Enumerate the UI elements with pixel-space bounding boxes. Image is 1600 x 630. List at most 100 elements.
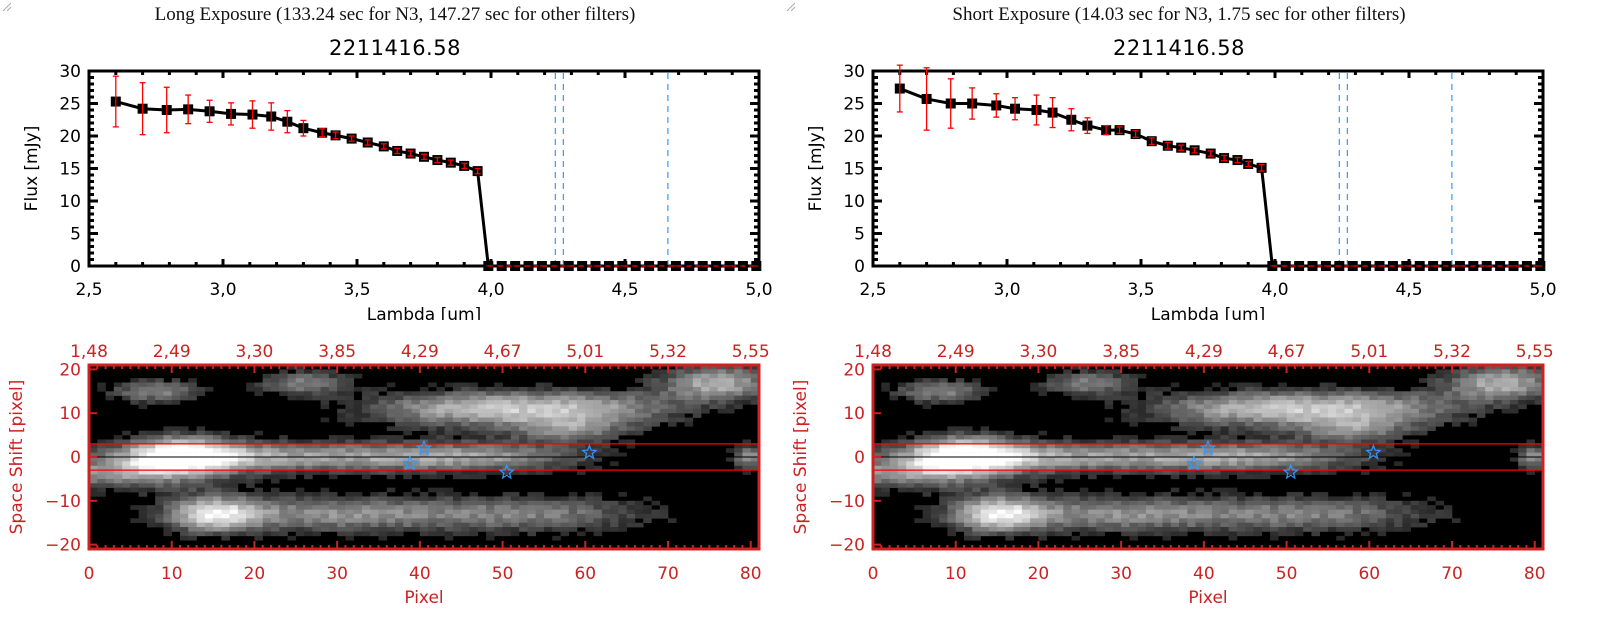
image-pixel [618,492,627,497]
image-pixel [155,470,164,475]
image-pixel [502,496,512,502]
image-pixel [510,426,520,432]
image-pixel [411,457,421,462]
image-pixel [270,457,280,462]
image-pixel [1212,474,1221,480]
image-pixel [386,439,396,445]
image-pixel [221,531,230,537]
image-pixel [196,531,206,537]
image-pixel [1096,395,1105,401]
image-pixel [295,443,305,449]
image-pixel [295,391,305,396]
image-pixel [1212,496,1221,502]
image-pixel [502,386,512,392]
image-pixel [881,448,890,453]
image-pixel [494,522,503,528]
image-pixel [963,522,973,528]
image-pixel [494,382,503,388]
image-pixel [461,522,470,528]
image-pixel [659,395,669,401]
image-pixel [188,509,197,515]
image-pixel [1236,474,1246,480]
image-pixel [395,496,404,502]
image-pixel [411,500,421,506]
image-pixel [519,395,528,401]
image-pixel [320,391,330,396]
x-tick-label: 3,0 [209,280,236,300]
image-pixel [634,513,644,519]
image-pixel [1476,395,1486,401]
image-pixel [386,395,396,401]
image-pixel [1361,391,1370,396]
image-pixel [651,421,661,427]
image-pixel [1079,487,1089,493]
image-pixel [444,513,454,519]
image-pixel [1063,465,1072,471]
image-pixel [1344,531,1354,537]
image-pixel [593,496,603,502]
image-pixel [1071,527,1081,532]
image-pixel [188,518,197,524]
resize-grip-icon[interactable] [784,0,796,12]
image-pixel [873,492,882,497]
image-pixel [1410,430,1420,436]
image-pixel [386,426,396,432]
image-pixel [659,382,669,388]
image-pixel [742,448,752,453]
image-pixel [469,391,479,396]
image-pixel [914,443,923,449]
image-pixel [1327,386,1337,392]
image-pixel [419,452,429,458]
image-pixel [411,505,421,510]
image-pixel [171,470,181,475]
image-pixel [1534,400,1544,405]
image-pixel [345,448,354,453]
image-pixel [1278,522,1287,528]
image-pixel [543,496,553,502]
image-pixel [461,404,470,410]
image-pixel [270,461,280,467]
image-pixel [543,448,553,453]
image-pixel [155,400,164,405]
image-pixel [1187,457,1196,462]
image-pixel [411,496,421,502]
image-pixel [1286,509,1296,515]
image-pixel [502,505,512,510]
image-pixel [1253,513,1263,519]
image-pixel [1154,518,1163,524]
image-pixel [1509,369,1519,375]
image-pixel [337,408,346,414]
image-pixel [734,386,743,392]
image-pixel [105,465,115,471]
image-pixel [577,505,586,510]
image-pixel [444,487,454,493]
top-x-tick-label: 5,55 [732,342,770,362]
image-pixel [502,461,512,467]
image-pixel [1236,426,1246,432]
image-pixel [1253,465,1263,471]
image-pixel [1261,400,1271,405]
image-pixel [577,391,586,396]
image-pixel [535,395,545,401]
image-pixel [287,378,297,383]
image-pixel [1352,400,1362,405]
image-pixel [395,522,404,528]
image-pixel [1319,492,1329,497]
image-pixel [477,391,487,396]
image-pixel [1485,373,1494,379]
image-pixel [1046,373,1056,379]
image-pixel [585,426,594,432]
image-pixel [171,457,181,462]
image-pixel [1187,404,1196,410]
image-pixel [1534,443,1544,449]
image-pixel [659,378,669,383]
image-pixel [585,439,594,445]
x-tick-label: 4,0 [477,280,504,300]
image-pixel [1294,435,1304,440]
resize-grip-icon[interactable] [0,0,12,12]
image-pixel [684,391,694,396]
x-axis-label: Pixel [1188,588,1227,608]
image-pixel [1501,386,1511,392]
image-pixel [692,413,702,418]
image-pixel [1344,391,1354,396]
